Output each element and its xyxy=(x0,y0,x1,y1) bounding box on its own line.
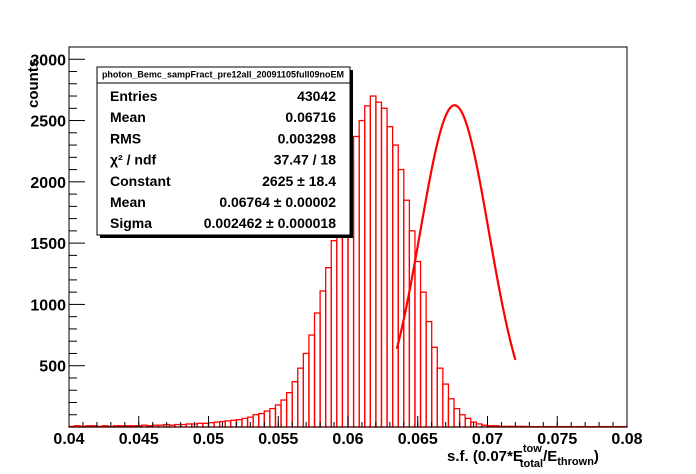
y-tick-label: 500 xyxy=(39,359,66,376)
x-tick-label: 0.07 xyxy=(472,431,503,448)
x-axis: 0.04 0.045 0.05 0.055 0.06 0.065 0.07 0.075 0.08 xyxy=(53,416,643,448)
gaussian-fit-curve xyxy=(395,104,517,361)
histogram-bin xyxy=(213,421,221,428)
histogram-bin xyxy=(447,398,455,428)
stats-row-label: RMS xyxy=(110,130,141,146)
y-tick-label: 2000 xyxy=(30,175,66,192)
histogram-bin xyxy=(269,407,277,428)
fit-line xyxy=(395,104,517,361)
histogram-bin xyxy=(235,418,243,428)
histogram-bin xyxy=(397,168,405,428)
stats-row-label: Mean xyxy=(110,109,146,125)
y-axis-title: counts xyxy=(25,59,42,108)
histogram-bin xyxy=(285,392,293,428)
stats-row-value: 37.47 / 18 xyxy=(274,152,336,168)
histogram-bin xyxy=(442,383,450,428)
histogram-bin xyxy=(425,320,433,428)
stats-row-value: 0.003298 xyxy=(278,130,337,146)
histogram-bin xyxy=(202,422,210,428)
histogram-bin xyxy=(369,95,377,428)
x-tick-label: 0.06 xyxy=(332,431,363,448)
stats-row-value: 2625 ± 18.4 xyxy=(262,173,336,189)
histogram-bin xyxy=(263,410,271,428)
x-tick-label: 0.04 xyxy=(53,431,84,448)
histogram-bin xyxy=(308,334,316,428)
histogram-bin xyxy=(336,213,344,428)
histogram-bin xyxy=(358,119,366,428)
histogram-bin xyxy=(453,407,461,428)
histogram-bin xyxy=(458,414,466,428)
histogram-bin xyxy=(196,422,204,428)
histogram-bin xyxy=(464,417,472,428)
y-tick-label: 1500 xyxy=(30,236,66,253)
x-axis-title-num-sup: tow xyxy=(523,443,542,455)
stats-row-value: 0.002462 ± 0.000018 xyxy=(204,215,336,231)
histogram-bin xyxy=(207,422,215,428)
histogram-bin xyxy=(364,105,371,428)
histogram-bin xyxy=(224,420,232,428)
y-tick-label: 2500 xyxy=(30,114,66,131)
x-axis-title-suffix: ) xyxy=(594,448,599,465)
histogram-bin xyxy=(431,346,438,428)
histogram-bin xyxy=(375,101,383,428)
stats-row-value: 0.06764 ± 0.00002 xyxy=(219,194,336,210)
x-axis-title-den-sub: thrown xyxy=(557,456,594,468)
x-axis-title-prefix: s.f. (0.07*E xyxy=(447,448,523,465)
histogram-bin xyxy=(391,144,399,428)
stats-row-label: Constant xyxy=(110,173,171,189)
histogram-bin xyxy=(258,412,265,428)
histogram-bin xyxy=(302,352,310,428)
histogram-bin xyxy=(230,419,238,428)
y-tick-label: 1000 xyxy=(30,297,66,314)
stats-box: photon_Bemc_sampFract_pre12all_20091105f… xyxy=(96,66,353,238)
stats-row-label: χ² / ndf xyxy=(110,152,156,168)
histogram-bin xyxy=(352,135,360,428)
stats-box-title: photon_Bemc_sampFract_pre12all_20091105f… xyxy=(102,70,344,80)
stats-row-label: Mean xyxy=(110,194,146,210)
histogram-bin xyxy=(419,291,427,428)
x-axis-title-num-sub: total xyxy=(520,458,543,470)
stats-row-value: 43042 xyxy=(297,88,336,104)
histogram-bin xyxy=(313,312,321,428)
x-tick-label: 0.055 xyxy=(258,431,298,448)
histogram-bin xyxy=(291,380,299,428)
stats-row-label: Sigma xyxy=(110,215,152,231)
histogram-bin xyxy=(436,367,444,428)
histogram-bin xyxy=(386,126,394,428)
stats-row-value: 0.06716 xyxy=(285,109,336,125)
x-tick-label: 0.08 xyxy=(611,431,642,448)
histogram-bin xyxy=(280,399,288,428)
stats-row-label: Entries xyxy=(110,88,158,104)
histogram-bin xyxy=(252,414,260,428)
x-tick-label: 0.075 xyxy=(537,431,577,448)
histogram-bin xyxy=(297,367,305,428)
stats-box-frame xyxy=(96,66,351,236)
x-tick-label: 0.05 xyxy=(193,431,224,448)
histogram-bin xyxy=(414,260,422,428)
y-tick-label: 3000 xyxy=(30,52,66,69)
x-axis-title-slash: /E xyxy=(543,448,557,465)
x-tick-label: 0.065 xyxy=(398,431,438,448)
x-axis-title: s.f. (0.07*Etow total/Ethrown) xyxy=(447,443,599,470)
x-tick-label: 0.045 xyxy=(119,431,159,448)
histogram-bin xyxy=(330,240,338,428)
histogram-bin xyxy=(325,266,332,428)
y-axis: 500 1000 1500 2000 2500 3000 xyxy=(30,46,85,416)
histogram-bin xyxy=(380,107,388,428)
histogram-bin xyxy=(319,290,327,428)
histogram-bin xyxy=(241,417,249,428)
